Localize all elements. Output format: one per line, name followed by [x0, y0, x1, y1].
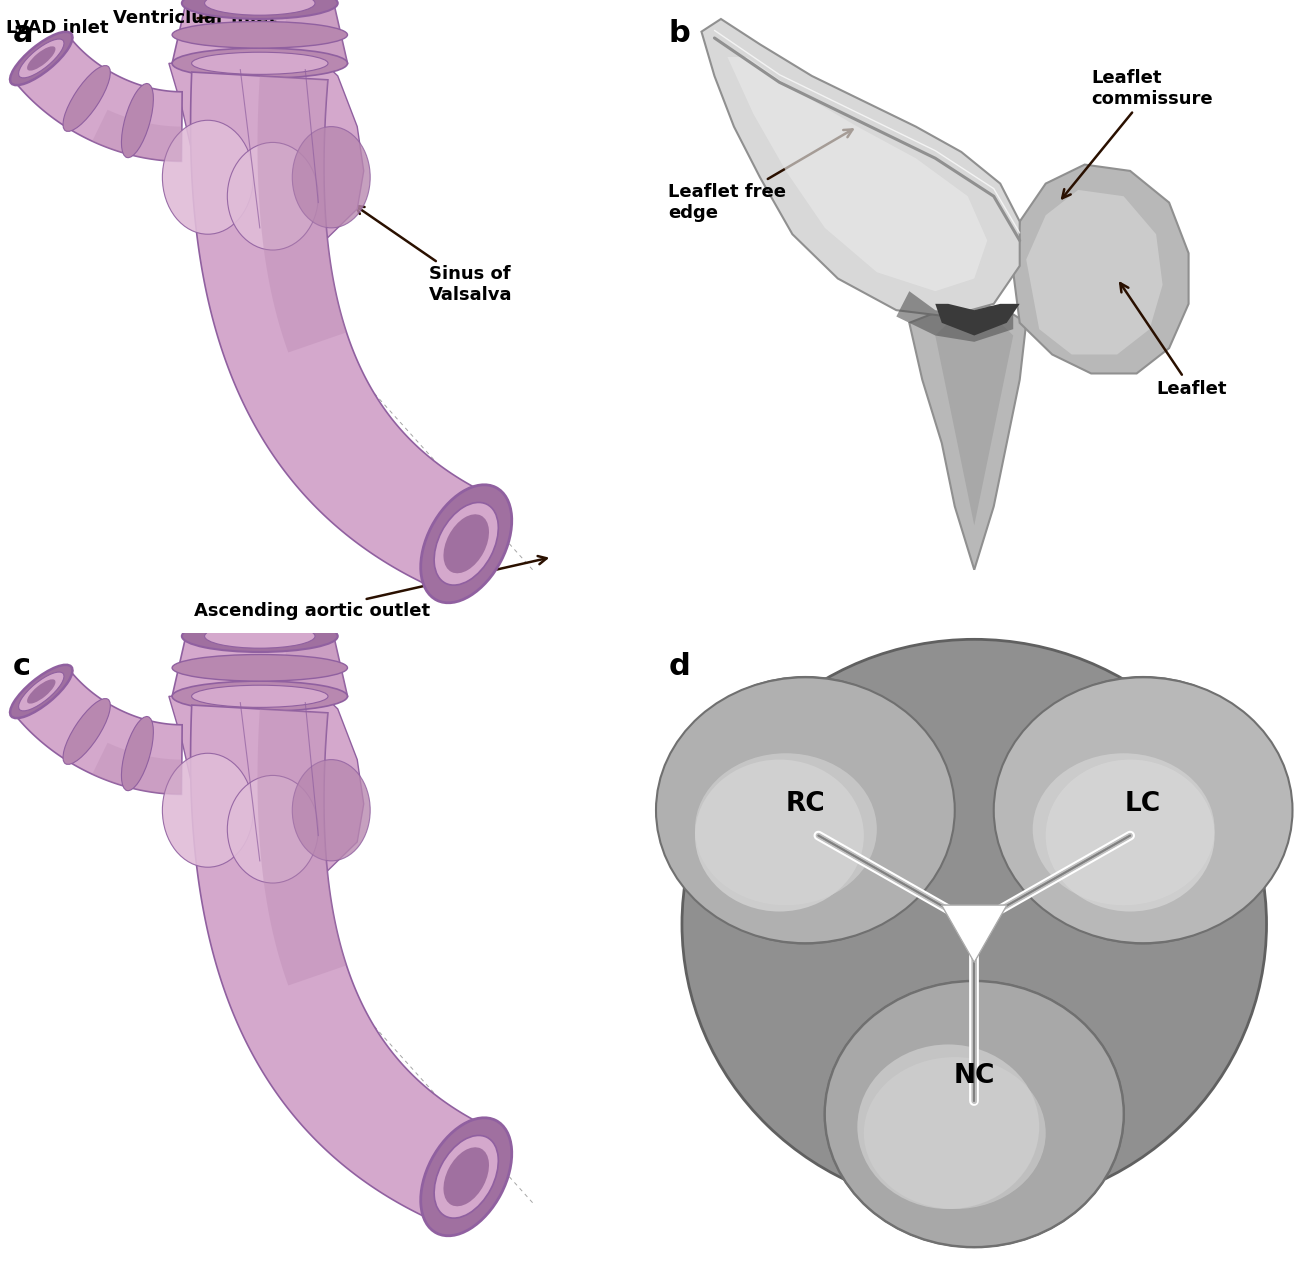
Polygon shape [935, 310, 1013, 525]
Polygon shape [171, 639, 348, 696]
Ellipse shape [434, 503, 499, 585]
Ellipse shape [695, 760, 864, 912]
Ellipse shape [18, 39, 64, 78]
Ellipse shape [443, 514, 488, 573]
Polygon shape [18, 41, 182, 161]
Ellipse shape [205, 0, 314, 15]
Ellipse shape [171, 681, 348, 711]
Ellipse shape [292, 127, 370, 228]
Ellipse shape [162, 120, 253, 234]
Ellipse shape [171, 48, 348, 78]
Text: Sinus of
Valsalva: Sinus of Valsalva [356, 205, 512, 304]
Ellipse shape [662, 677, 948, 943]
Ellipse shape [162, 753, 253, 867]
Ellipse shape [171, 22, 348, 48]
Ellipse shape [205, 624, 314, 648]
Ellipse shape [10, 32, 73, 85]
Polygon shape [92, 110, 182, 161]
Polygon shape [942, 905, 1007, 962]
Ellipse shape [864, 1057, 1046, 1209]
Ellipse shape [64, 699, 110, 765]
Ellipse shape [825, 981, 1124, 1247]
Polygon shape [286, 639, 348, 696]
Polygon shape [169, 696, 364, 886]
Polygon shape [257, 709, 347, 985]
Text: Ascending aortic outlet: Ascending aortic outlet [194, 556, 547, 620]
Ellipse shape [122, 717, 153, 791]
Ellipse shape [182, 620, 338, 652]
Ellipse shape [1000, 677, 1286, 943]
Polygon shape [286, 6, 348, 63]
Polygon shape [727, 57, 987, 291]
Polygon shape [169, 63, 364, 253]
Polygon shape [191, 705, 479, 1219]
Ellipse shape [1033, 753, 1215, 905]
Ellipse shape [421, 1118, 512, 1236]
Ellipse shape [122, 84, 153, 158]
Text: LVAD inlet: LVAD inlet [6, 19, 109, 52]
Ellipse shape [227, 775, 318, 884]
Text: Leaflet free
edge: Leaflet free edge [669, 129, 852, 222]
Ellipse shape [857, 1044, 1039, 1209]
Polygon shape [1013, 165, 1189, 373]
Text: RC: RC [786, 791, 825, 817]
Ellipse shape [182, 0, 338, 19]
Polygon shape [909, 304, 1026, 570]
Ellipse shape [994, 677, 1293, 943]
Polygon shape [92, 743, 182, 794]
Text: c: c [13, 652, 31, 681]
Ellipse shape [64, 66, 110, 132]
Ellipse shape [292, 760, 370, 861]
Ellipse shape [10, 665, 73, 718]
Text: Ventricluar inlet: Ventricluar inlet [113, 9, 277, 28]
Text: d: d [669, 652, 691, 681]
Polygon shape [701, 19, 1020, 316]
Polygon shape [257, 76, 347, 352]
Polygon shape [171, 6, 348, 63]
Ellipse shape [434, 1136, 499, 1218]
Ellipse shape [443, 1147, 488, 1206]
Ellipse shape [695, 753, 877, 905]
Polygon shape [1026, 190, 1163, 354]
Text: NC: NC [953, 1063, 995, 1089]
Ellipse shape [27, 47, 56, 71]
Text: b: b [669, 19, 691, 48]
Ellipse shape [421, 485, 512, 603]
Polygon shape [935, 304, 1020, 335]
Polygon shape [18, 674, 182, 794]
Ellipse shape [192, 52, 327, 75]
Circle shape [682, 639, 1267, 1209]
Ellipse shape [171, 655, 348, 681]
Ellipse shape [27, 680, 56, 704]
Text: Leaflet: Leaflet [1120, 284, 1226, 398]
Ellipse shape [192, 685, 327, 708]
Text: Leaflet
commissure: Leaflet commissure [1063, 68, 1213, 199]
Ellipse shape [18, 672, 64, 711]
Polygon shape [896, 291, 1013, 342]
Ellipse shape [1046, 760, 1215, 912]
Ellipse shape [825, 981, 1124, 1247]
Ellipse shape [227, 142, 318, 251]
Text: a: a [13, 19, 34, 48]
Text: LC: LC [1125, 791, 1161, 817]
Ellipse shape [656, 677, 955, 943]
Polygon shape [942, 905, 1007, 962]
Polygon shape [191, 72, 479, 586]
